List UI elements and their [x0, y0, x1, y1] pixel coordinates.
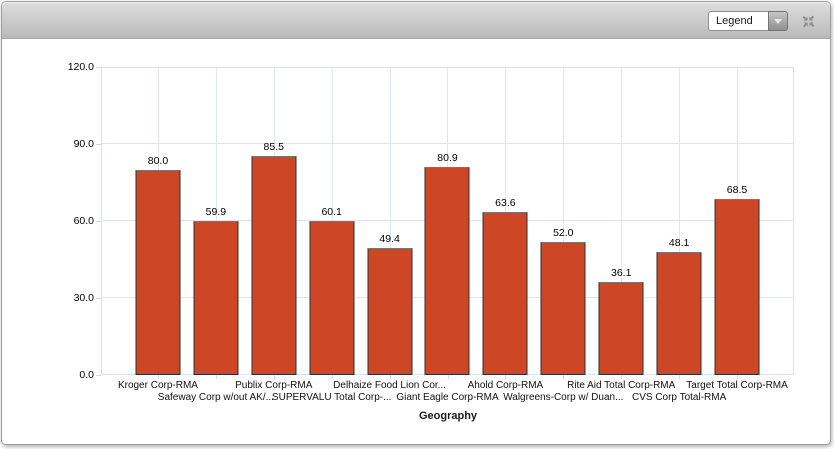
bar[interactable] — [714, 199, 760, 375]
y-axis-label: 60.0 — [73, 215, 94, 227]
category-slot: 80.9 — [419, 67, 477, 375]
bar-value-label: 60.1 — [321, 206, 342, 218]
category-slot: 63.6 — [476, 67, 534, 375]
x-axis-tick — [679, 375, 681, 379]
y-axis-label: 0.0 — [79, 369, 94, 381]
x-axis-tick — [157, 375, 159, 379]
category-slot: 59.9 — [187, 67, 245, 375]
y-axis-label: 90.0 — [73, 138, 94, 150]
restore-window-button[interactable] — [800, 14, 817, 29]
category-slot: 49.4 — [361, 67, 419, 375]
bar[interactable] — [135, 170, 181, 375]
bar-value-label: 63.6 — [495, 197, 516, 209]
plot-slots: 80.0 59.9 85.5 60.1 49.4 80.9 63.6 52.0 36.1 48.1… — [101, 67, 794, 375]
bar[interactable] — [367, 248, 413, 375]
y-axis-tick — [96, 67, 101, 68]
plot-area: 80.0 59.9 85.5 60.1 49.4 80.9 63.6 52.0 36.1 48.1… — [101, 67, 794, 375]
bar-value-label: 85.5 — [263, 141, 284, 153]
toolbar: Legend — [2, 2, 830, 39]
bar[interactable] — [193, 221, 239, 375]
bar[interactable] — [424, 167, 470, 375]
bar[interactable] — [482, 212, 528, 375]
x-axis-tick — [273, 375, 275, 379]
category-slot: 60.1 — [303, 67, 361, 375]
x-axis-label: Giant Eagle Corp-RMA — [396, 392, 499, 403]
bar-chart: 80.0 59.9 85.5 60.1 49.4 80.9 63.6 52.0 36.1 48.1… — [2, 39, 830, 444]
bar-value-label: 80.9 — [437, 152, 458, 164]
category-slot: 36.1 — [592, 67, 650, 375]
bar[interactable] — [251, 156, 297, 375]
x-axis-label: Ahold Corp-RMA — [467, 380, 544, 391]
y-axis-label: 120.0 — [67, 61, 94, 73]
x-axis-label: Target Total Corp-RMA — [686, 380, 788, 391]
bar-value-label: 49.4 — [379, 233, 400, 245]
x-axis-label: Rite Aid Total Corp-RMA — [567, 380, 676, 391]
x-axis-tick — [563, 375, 565, 379]
legend-dropdown-button[interactable] — [768, 11, 788, 31]
category-slot: 85.5 — [245, 67, 303, 375]
y-axis-tick — [96, 298, 101, 299]
x-axis-tick — [215, 375, 217, 379]
x-axis-tick — [331, 375, 333, 379]
x-axis-label: Delhaize Food Lion Cor... — [333, 380, 446, 391]
x-axis-tick — [505, 375, 507, 379]
x-axis-tick — [621, 375, 623, 379]
y-axis-tick — [96, 375, 101, 376]
y-axis-tick — [96, 221, 101, 222]
x-axis-title: Geography — [418, 410, 478, 422]
x-axis-label: Publix Corp-RMA — [235, 380, 313, 391]
y-axis-label: 30.0 — [73, 292, 94, 304]
vertical-gridline — [389, 67, 391, 375]
legend-dropdown-value[interactable]: Legend — [708, 11, 768, 31]
category-slot: 80.0 — [129, 67, 187, 375]
bar-value-label: 80.0 — [147, 155, 169, 167]
bar-value-label: 68.5 — [726, 184, 748, 196]
vertical-gridline — [621, 67, 623, 375]
y-axis-tick — [96, 144, 101, 145]
x-axis-label: CVS Corp Total-RMA — [631, 392, 727, 403]
vertical-gridline — [563, 67, 565, 375]
vertical-gridline — [679, 67, 681, 375]
bar-value-label: 59.9 — [205, 206, 227, 218]
bar-value-label: 36.1 — [610, 267, 632, 279]
legend-dropdown[interactable]: Legend — [708, 11, 788, 31]
category-slot: 68.5 — [708, 67, 766, 375]
bar[interactable] — [656, 252, 702, 375]
x-axis-label: Walgreens-Corp w/ Duan... — [503, 392, 624, 403]
bar-value-label: 52.0 — [553, 227, 574, 239]
bar[interactable] — [540, 242, 586, 375]
x-axis-tick — [447, 375, 449, 379]
x-axis-tick — [389, 375, 391, 379]
chevron-down-icon — [774, 18, 782, 24]
x-axis-tick — [737, 375, 739, 379]
x-axis-label: SUPERVALU Total Corp-... — [271, 392, 392, 403]
collapse-arrows-icon — [802, 15, 815, 28]
x-axis-label: Kroger Corp-RMA — [117, 380, 198, 391]
bar[interactable] — [598, 282, 644, 375]
category-slot: 52.0 — [534, 67, 592, 375]
category-slot: 48.1 — [650, 67, 708, 375]
x-axis-label: Safeway Corp w/out AK/... — [157, 392, 274, 403]
bar[interactable] — [309, 221, 355, 375]
bar-value-label: 48.1 — [668, 237, 690, 249]
